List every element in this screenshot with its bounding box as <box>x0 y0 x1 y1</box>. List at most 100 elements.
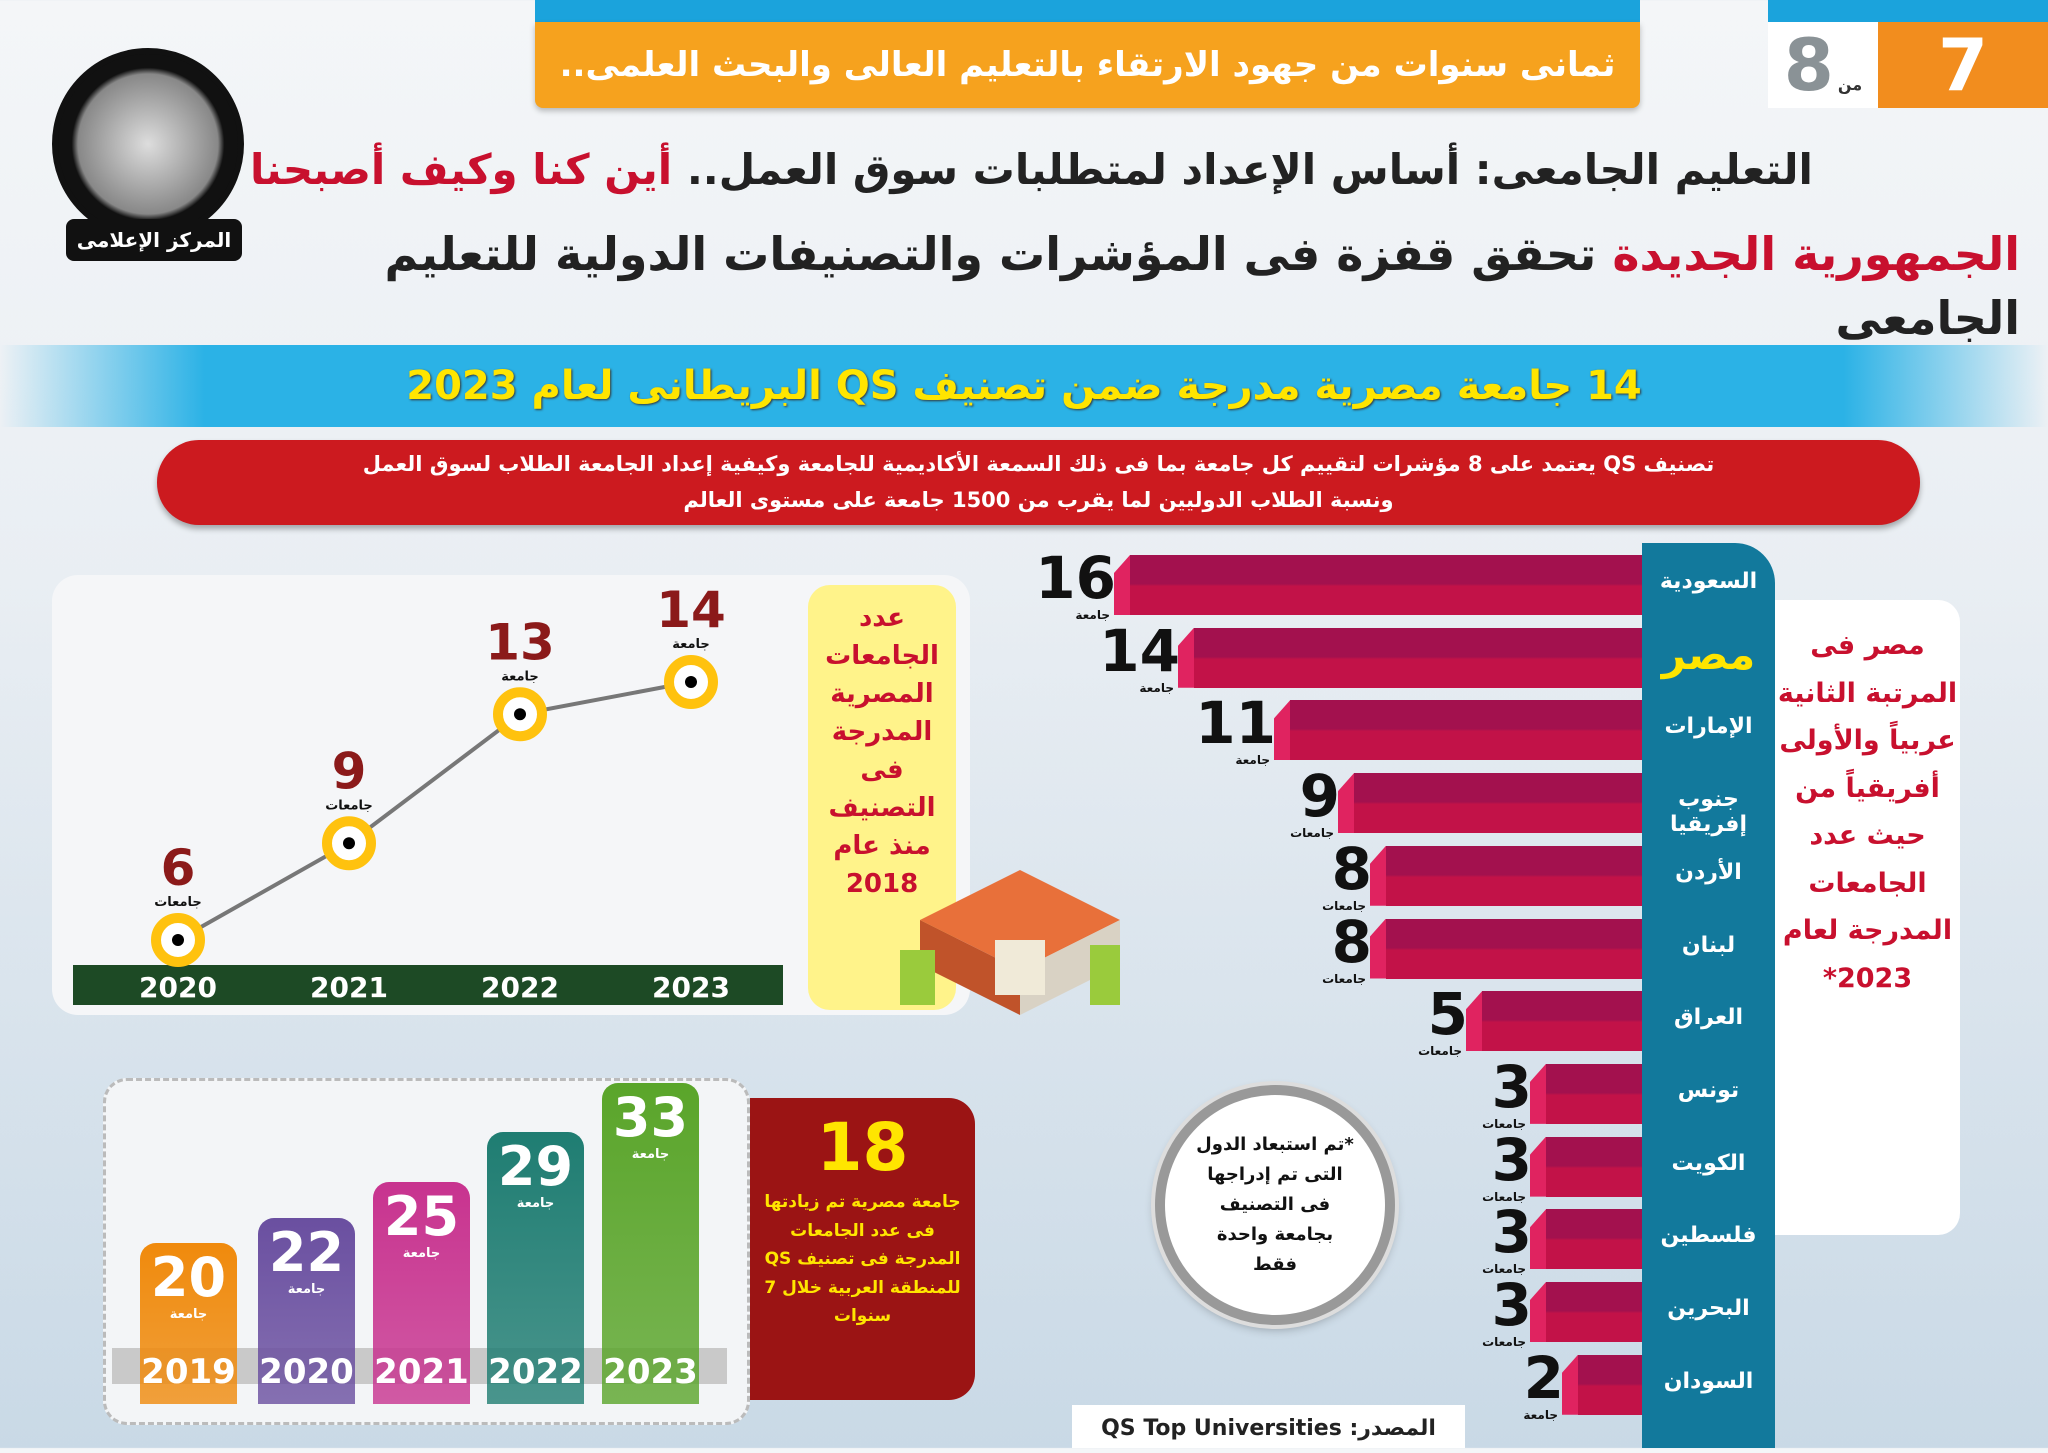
year-column: 33 جامعة 2023 <box>602 1083 699 1404</box>
column-value: 22 <box>268 1221 345 1285</box>
bar-unit: جامعات <box>1418 1044 1462 1059</box>
page-of-label: من <box>1837 75 1863 94</box>
bar-unit: جامعة <box>1523 1407 1558 1422</box>
country-bar <box>1194 627 1642 688</box>
country-label: تونس <box>1677 1077 1740 1103</box>
title-line-2: الجمهورية الجديدة تحقق قفزة فى المؤشرات … <box>250 222 2020 350</box>
unit-label: جامعات <box>325 798 373 813</box>
column-year: 2019 <box>141 1352 236 1392</box>
country-label-strip <box>1642 543 1775 1448</box>
bar-value: 2 <box>1523 1343 1564 1412</box>
country-bar <box>1482 991 1642 1052</box>
year-column: 29 جامعة 2022 <box>487 1132 584 1404</box>
country-bar <box>1546 1209 1642 1270</box>
bar-unit: جامعات <box>1482 1262 1526 1277</box>
bar-unit: جامعة <box>1235 753 1270 768</box>
regional-increase-box: 18 جامعة مصرية تم زيادتها فى عدد الجامعات… <box>750 1098 975 1400</box>
title-1-red: أين كنا وكيف أصبحنا <box>250 145 673 194</box>
country-label: الأردن <box>1675 859 1742 885</box>
egypt-rank-note: مصر فى المرتبة الثانية عربياً والأولى أف… <box>1775 600 1960 1235</box>
x-tick-label: 2021 <box>310 971 388 1004</box>
bar-unit: جامعة <box>1139 680 1174 695</box>
bar-value: 8 <box>1331 834 1372 903</box>
bar-value: 8 <box>1331 907 1372 976</box>
university-building-icon <box>900 870 1120 1015</box>
bar-value: 16 <box>1035 544 1116 612</box>
column-year: 2020 <box>259 1351 354 1392</box>
title-2-black: تحقق قفزة فى المؤشرات والتصنيفات الدولية… <box>384 227 2020 345</box>
data-point-dot <box>514 708 526 721</box>
title-1-black: التعليم الجامعى: أساس الإعداد لمتطلبات س… <box>686 145 1813 194</box>
country-label: جنوب إفريقيا <box>1670 787 1747 838</box>
x-axis-bar <box>73 965 783 1005</box>
bar-value: 5 <box>1427 980 1468 1049</box>
x-tick-label: 2020 <box>139 971 217 1004</box>
column-unit: جامعة <box>169 1307 208 1322</box>
value-label: 14 <box>656 581 726 639</box>
cabinet-media-center-logo: المركز الإعلامى <box>52 48 244 261</box>
country-label: فلسطين <box>1660 1223 1757 1249</box>
regional-increase-text: جامعة مصرية تم زيادتها فى عدد الجامعات ا… <box>764 1192 961 1326</box>
title-2-red: الجمهورية الجديدة <box>1612 227 2020 281</box>
column-value: 33 <box>612 1086 689 1150</box>
page-current: 7 <box>1878 22 2048 108</box>
column-value: 29 <box>497 1135 574 1199</box>
value-label: 9 <box>332 742 367 800</box>
country-label: مصر <box>1661 629 1756 679</box>
country-bar <box>1546 1136 1642 1197</box>
exclusion-note-badge: *تم استبعاد الدول التى تم إدراجها فى الت… <box>1155 1085 1395 1325</box>
page-accent-bar <box>1768 0 2048 22</box>
data-point-dot <box>172 934 184 946</box>
year-column: 22 جامعة 2020 <box>258 1218 355 1404</box>
column-unit: جامعة <box>402 1245 441 1261</box>
line-chart: 6جامعات20209جامعات202113جامعة202214جامعة… <box>73 581 783 1005</box>
country-label: العراق <box>1673 1005 1744 1031</box>
country-label: السعودية <box>1659 569 1758 594</box>
series-banner: ثمانى سنوات من جهود الارتقاء بالتعليم ال… <box>535 22 1640 108</box>
data-point-dot <box>685 676 697 688</box>
qs-info-pill: تصنيف QS يعتمد على 8 مؤشرات لتقييم كل جا… <box>157 440 1920 525</box>
column-year: 2023 <box>603 1351 698 1392</box>
unit-label: جامعة <box>501 669 539 684</box>
page-total: من 8 <box>1768 22 1878 108</box>
trend-line <box>177 680 692 942</box>
source-label: المصدر: QS Top Universities <box>1072 1405 1465 1448</box>
x-tick-label: 2022 <box>481 971 559 1004</box>
country-bar <box>1546 1282 1642 1342</box>
bar-value: 3 <box>1491 1198 1532 1267</box>
bar-value: 3 <box>1491 1052 1532 1121</box>
bar-value: 9 <box>1299 762 1340 831</box>
country-bar <box>1546 1063 1642 1124</box>
country-label: البحرين <box>1667 1296 1750 1321</box>
unit-label: جامعة <box>672 637 710 652</box>
country-label: لبنان <box>1681 932 1736 958</box>
value-label: 6 <box>161 839 196 897</box>
qs-info-line-2: ونسبة الطلاب الدوليين لما يقرب من 1500 ج… <box>683 488 1394 512</box>
bar-unit: جامعات <box>1482 1335 1526 1349</box>
column-value: 20 <box>150 1246 227 1309</box>
top-accent-bar <box>535 0 1640 22</box>
regional-increase-number: 18 <box>816 1109 909 1186</box>
country-label: السودان <box>1663 1368 1754 1394</box>
column-year: 2021 <box>374 1352 469 1392</box>
bar-unit: جامعات <box>1482 1189 1526 1204</box>
page-title: التعليم الجامعى: أساس الإعداد لمتطلبات س… <box>250 140 2020 350</box>
unit-label: جامعات <box>154 895 202 910</box>
title-line-1: التعليم الجامعى: أساس الإعداد لمتطلبات س… <box>250 140 1883 200</box>
bar-unit: جامعات <box>1322 898 1366 913</box>
column-unit: جامعة <box>631 1147 670 1163</box>
year-column: 20 جامعة 2019 <box>140 1243 237 1404</box>
bar-value: 3 <box>1491 1271 1532 1339</box>
headline-band: 14 جامعة مصرية مدرجة ضمن تصنيف QS البريط… <box>0 345 2048 427</box>
bar-value: 3 <box>1491 1125 1532 1194</box>
column-year: 2022 <box>488 1351 583 1392</box>
qs-info-line-1: تصنيف QS يعتمد على 8 مؤشرات لتقييم كل جا… <box>362 452 1715 476</box>
column-value: 25 <box>383 1184 460 1248</box>
country-label: الإمارات <box>1664 714 1753 740</box>
column-unit: جامعة <box>287 1282 326 1298</box>
country-bar <box>1130 555 1642 615</box>
country-label: الكويت <box>1671 1150 1746 1176</box>
country-bar <box>1290 700 1642 761</box>
country-bar <box>1578 1354 1642 1415</box>
bar-value: 14 <box>1099 616 1180 685</box>
